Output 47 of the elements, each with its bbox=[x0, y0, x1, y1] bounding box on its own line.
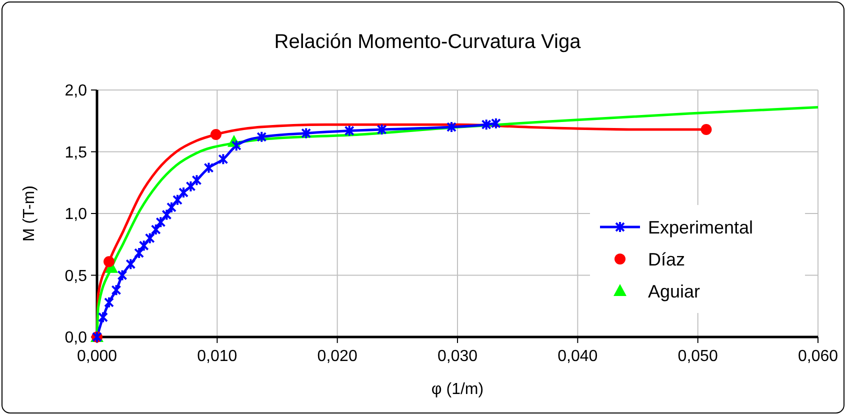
point bbox=[156, 216, 166, 228]
x-tick-label: 0,060 bbox=[798, 348, 838, 365]
point bbox=[172, 194, 183, 206]
point bbox=[144, 232, 155, 244]
point bbox=[138, 240, 149, 252]
point bbox=[162, 208, 172, 221]
point bbox=[192, 174, 202, 186]
y-tick-label: 2,0 bbox=[64, 82, 88, 100]
legend-label: Experimental bbox=[648, 217, 754, 238]
point bbox=[231, 140, 242, 152]
point bbox=[166, 201, 177, 214]
x-tick-label: 0,030 bbox=[437, 348, 478, 365]
point bbox=[210, 128, 222, 140]
y-tick-label: 1,0 bbox=[64, 206, 88, 224]
point bbox=[376, 124, 387, 136]
chart-title: Relación Momento-Curvatura Viga bbox=[274, 31, 582, 53]
point bbox=[104, 256, 115, 268]
x-tick-label: 0,020 bbox=[317, 348, 358, 365]
point bbox=[490, 117, 501, 130]
legend-label: Díaz bbox=[648, 249, 686, 270]
y-tick-label: 0,0 bbox=[64, 330, 88, 347]
point bbox=[700, 124, 712, 136]
point bbox=[204, 162, 214, 174]
point bbox=[178, 186, 189, 199]
point bbox=[111, 284, 122, 296]
point bbox=[150, 224, 161, 236]
x-axis-title: φ (1/m) bbox=[431, 381, 484, 398]
point bbox=[126, 258, 136, 270]
point bbox=[218, 153, 228, 166]
point bbox=[98, 311, 108, 324]
point bbox=[344, 124, 354, 137]
point bbox=[186, 180, 196, 192]
x-tick-label: 0,050 bbox=[678, 348, 718, 365]
legend-label: Aguiar bbox=[648, 281, 700, 302]
point bbox=[104, 296, 114, 308]
point bbox=[301, 127, 312, 140]
point bbox=[481, 118, 492, 131]
y-tick-label: 1,5 bbox=[64, 144, 88, 162]
x-tick-label: 0,000 bbox=[76, 348, 118, 365]
point bbox=[446, 121, 456, 134]
y-tick-label: 0,5 bbox=[64, 268, 88, 285]
x-tick-label: 0,040 bbox=[558, 348, 598, 365]
y-axis-title: M (T-m) bbox=[21, 186, 38, 242]
point bbox=[256, 130, 267, 143]
point bbox=[134, 247, 144, 260]
point bbox=[117, 269, 128, 282]
x-tick-label: 0,010 bbox=[197, 348, 238, 365]
